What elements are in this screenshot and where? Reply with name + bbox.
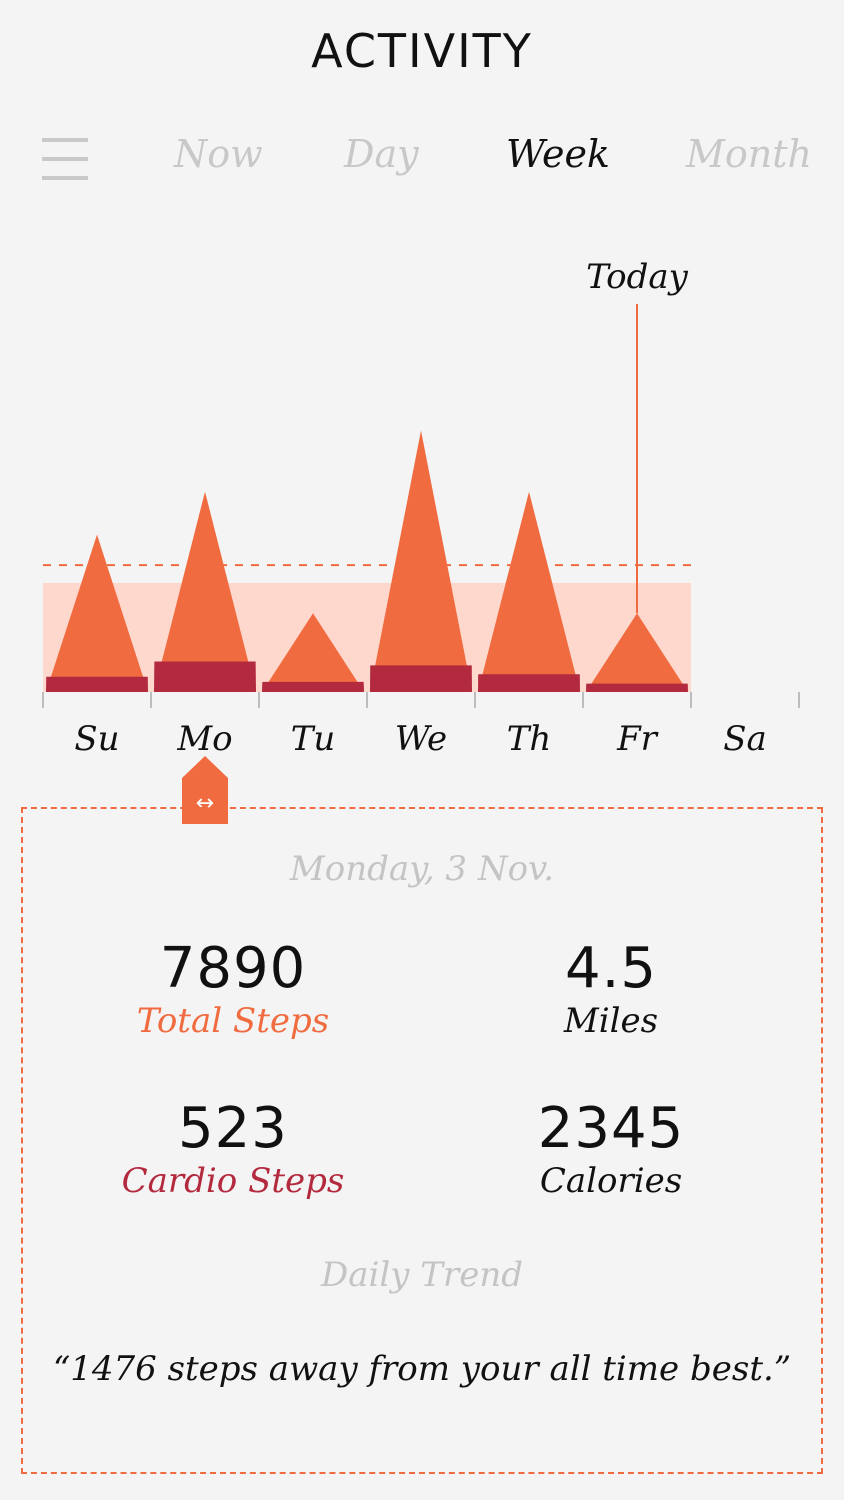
cardio-steps-value: 523 (178, 1096, 288, 1161)
miles-stat: 4.5 Miles (431, 936, 791, 1042)
calories-stat: 2345 Calories (431, 1096, 791, 1202)
weekly-activity-chart: Su Mo Tu We Th Fr Sa Today (42, 257, 800, 759)
day-label-su: Su (74, 719, 119, 759)
daily-trend-message: “1476 steps away from your all time best… (52, 1349, 792, 1389)
calories-value: 2345 (537, 1096, 685, 1161)
tab-week[interactable]: Week (506, 132, 610, 176)
steps-peak-fr (586, 613, 688, 692)
menu-line (42, 176, 88, 180)
target-band (43, 582, 691, 692)
calories-label: Calories (539, 1161, 683, 1201)
today-label: Today (586, 257, 689, 297)
steps-peak-su (46, 534, 148, 692)
day-label-sa: Sa (723, 719, 767, 759)
selected-date: Monday, 3 Nov. (289, 849, 555, 889)
tab-month[interactable]: Month (686, 132, 813, 176)
menu-line (42, 157, 88, 161)
total-steps-stat: 7890 Total Steps (53, 936, 413, 1042)
miles-label: Miles (563, 1001, 659, 1041)
steps-peak-we (370, 430, 472, 692)
steps-peak-mo (154, 491, 256, 692)
left-right-arrow-icon: ↔ (195, 791, 215, 816)
hamburger-icon[interactable] (42, 138, 88, 180)
menu-line (42, 138, 88, 142)
cardio-base-fr (586, 683, 688, 692)
steps-peak-th (478, 491, 580, 692)
steps-peak-tu (262, 613, 364, 692)
cardio-steps-label: Cardio Steps (121, 1161, 345, 1201)
total-steps-value: 7890 (159, 936, 307, 1001)
day-detail-panel: Monday, 3 Nov. 7890 Total Steps 4.5 Mile… (21, 807, 823, 1474)
tab-now[interactable]: Now (174, 132, 263, 176)
day-label-th: Th (507, 719, 552, 759)
cardio-base-su (46, 676, 148, 692)
cardio-steps-stat: 523 Cardio Steps (53, 1096, 413, 1202)
total-steps-label: Total Steps (136, 1001, 330, 1041)
miles-value: 4.5 (564, 936, 658, 1001)
daily-trend-heading: Daily Trend (320, 1255, 523, 1295)
day-label-mo: Mo (176, 719, 232, 759)
cardio-base-mo (154, 661, 256, 692)
day-label-tu: Tu (291, 719, 336, 759)
day-label-we: We (395, 719, 447, 759)
page-title: ACTIVITY (311, 24, 533, 78)
day-label-fr: Fr (616, 719, 659, 759)
cardio-base-th (478, 674, 580, 692)
cardio-base-we (370, 665, 472, 692)
cardio-base-tu (262, 681, 364, 692)
tab-day[interactable]: Day (344, 132, 419, 176)
